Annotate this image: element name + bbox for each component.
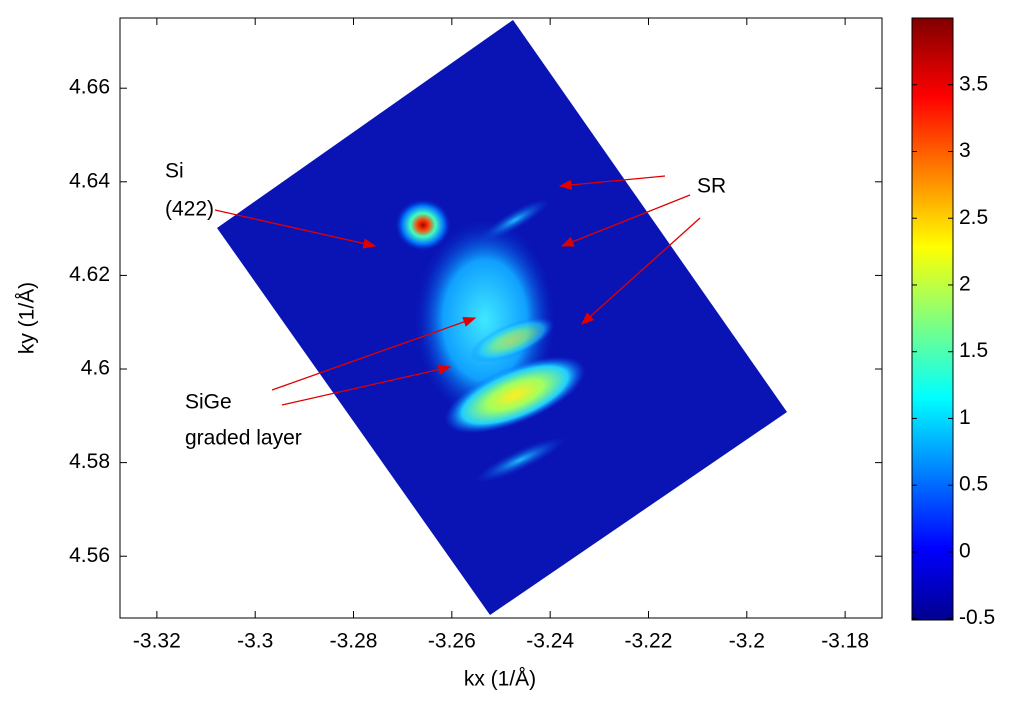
colorbar-tick-label: 1 (959, 406, 971, 429)
y-axis-label: ky (1/Å) (16, 282, 39, 354)
x-axis-label: kx (1/Å) (464, 668, 536, 691)
colorbar-tick-label: 1.5 (959, 339, 988, 362)
colorbar-tick-label: -0.5 (959, 606, 995, 629)
annotation: graded layer (185, 427, 302, 450)
colorbar-tick-label: 2.5 (959, 206, 988, 229)
annotation: SiGe (185, 391, 232, 414)
annotation: SR (697, 175, 726, 198)
x-tick-label: -3.18 (821, 630, 869, 653)
y-tick-label: 4.58 (69, 450, 110, 473)
annotation: (422) (165, 198, 214, 221)
annotation: Si (165, 160, 184, 183)
colorbar-tick-label: 3.5 (959, 72, 988, 95)
y-tick-label: 4.56 (69, 544, 110, 567)
x-tick-label: -3.24 (526, 630, 574, 653)
y-tick-label: 4.64 (69, 169, 110, 192)
y-tick-label: 4.66 (69, 76, 110, 99)
x-tick-label: -3.26 (428, 630, 476, 653)
colorbar (911, 17, 954, 621)
colorbar-tick-label: 0 (959, 539, 971, 562)
y-tick-label: 4.6 (81, 357, 110, 380)
x-tick-label: -3.32 (133, 630, 181, 653)
x-tick-label: -3.22 (625, 630, 673, 653)
colorbar-tick-label: 0.5 (959, 473, 988, 496)
arrows (214, 175, 701, 406)
colorbar-tick-label: 3 (959, 139, 971, 162)
colorbar-tick-label: 2 (959, 273, 971, 296)
x-tick-label: -3.28 (330, 630, 378, 653)
y-tick-label: 4.62 (69, 263, 110, 286)
x-tick-label: -3.2 (729, 630, 765, 653)
x-tick-label: -3.3 (237, 630, 273, 653)
